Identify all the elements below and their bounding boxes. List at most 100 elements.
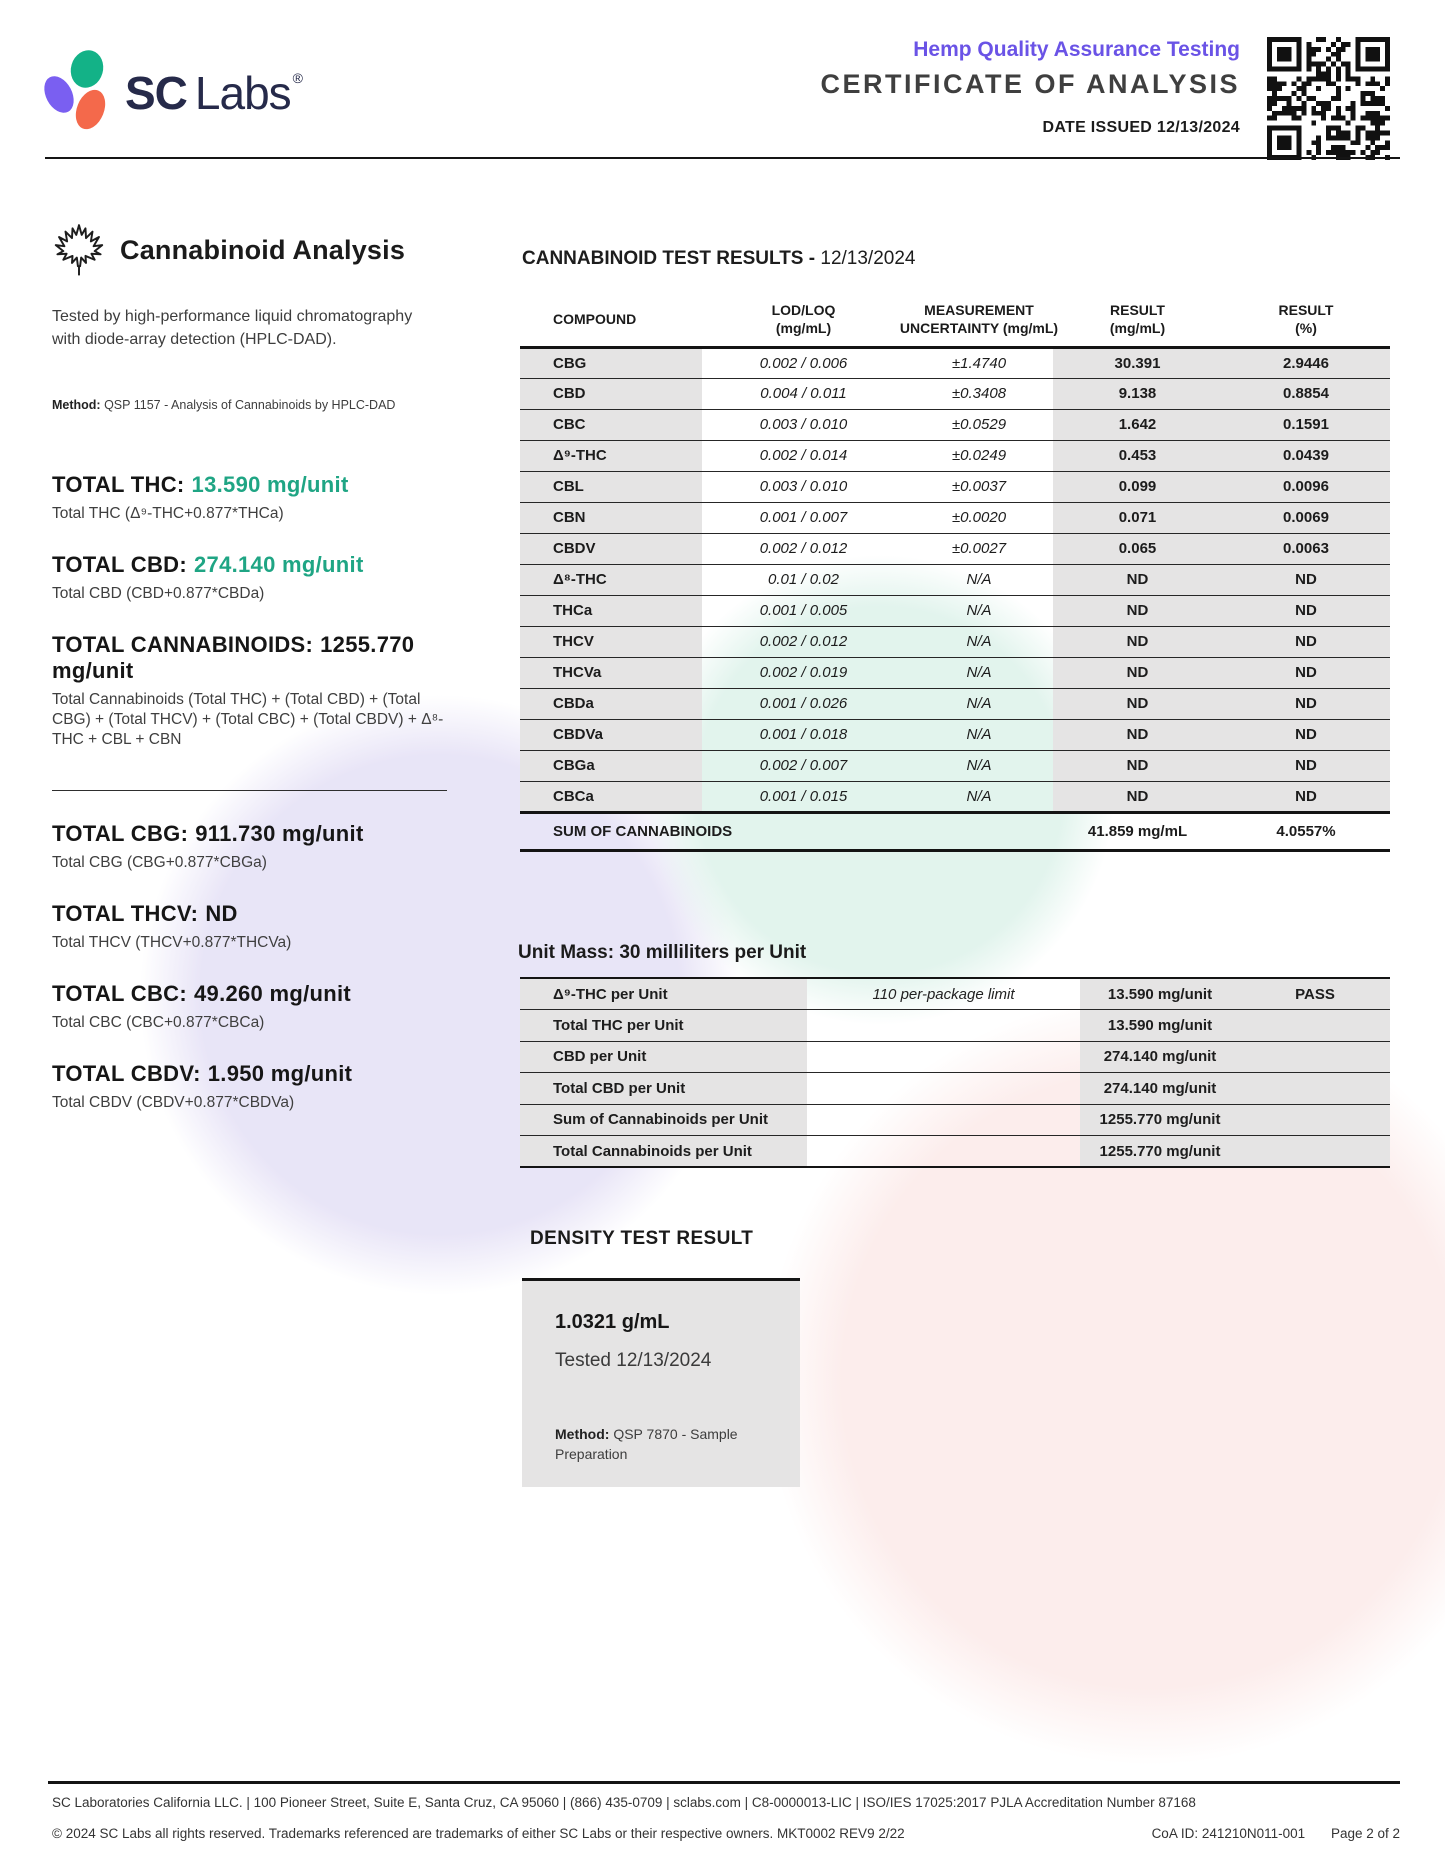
compound-name: THCV [520,625,702,657]
unit-row-status [1240,1040,1390,1073]
total-formula: Total CBDV (CBDV+0.877*CBDVa) [52,1094,295,1111]
results-table-body: CBG 0.002 / 0.006 ±1.4740 30.391 2.9446 CBD 0.… [520,347,1390,812]
results-section-title: CANNABINOID TEST RESULTS - 12/13/2024 [522,248,915,270]
result-mg-value: 0.453 [1053,439,1222,471]
density-card: 1.0321 g/mL Tested 12/13/2024 Method: QS… [522,1278,800,1487]
compound-name: THCVa [520,656,702,688]
footer-lab-info: SC Laboratories California LLC. | 100 Pi… [52,1795,1196,1810]
result-row: CBD 0.004 / 0.011 ±0.3408 9.138 0.8854 [520,377,1390,409]
total-label: TOTAL THCV: [52,901,199,926]
document-title: CERTIFICATE OF ANALYSIS [820,69,1240,99]
total-formula: Total CBD (CBD+0.877*CBDa) [52,585,265,602]
uncertainty-value: N/A [905,563,1053,595]
unit-row-label: Δ⁹-THC per Unit [520,978,807,1010]
uncertainty-value: ±0.0020 [905,501,1053,533]
lod-loq-value: 0.003 / 0.010 [702,408,905,440]
result-mg-value: ND [1053,718,1222,750]
unit-row-status: PASS [1240,978,1390,1010]
total-value: 911.730 mg/unit [195,821,364,846]
result-pct-value: 0.0096 [1222,470,1390,502]
sum-result-mg: 41.859 mg/mL [1053,810,1222,852]
result-pct-value: ND [1222,656,1390,688]
uncertainty-value: N/A [905,656,1053,688]
result-mg-value: ND [1053,563,1222,595]
result-mg-value: 1.642 [1053,408,1222,440]
cannabinoid-results-table: COMPOUND LOD/LOQ (mg/mL) MEASUREMENT UNC… [520,292,1390,852]
unit-row-limit [807,1009,1080,1041]
total-summary: TOTAL CANNABINOIDS: 1255.770 mg/unit Total… [52,632,460,750]
qr-code [1267,37,1390,160]
unit-row-status [1240,1072,1390,1104]
page-number: Page 2 of 2 [1330,1826,1400,1841]
lod-loq-value: 0.002 / 0.006 [759,354,848,372]
compound-name: CBC [520,408,702,440]
logo-blob-green [66,46,108,92]
unit-mass-row: Δ⁹-THC per Unit 110 per-package limit 13.5… [520,978,1390,1010]
result-row: CBG 0.002 / 0.006 ±1.4740 30.391 2.9446 [520,347,1390,378]
col-header-result-pct: RESULT (%) [1222,292,1390,349]
total-summary: TOTAL CBDV: 1.950 mg/unit Total CBDV (CBDV… [52,1061,460,1113]
density-value: 1.0321 g/mL [555,1311,670,1333]
result-row: THCV 0.002 / 0.012 N/A ND ND [520,625,1390,657]
uncertainty-value: N/A [905,749,1053,781]
total-value: 1255.770 mg/unit [52,632,415,683]
logo-text-labs: Labs [194,67,292,119]
lod-loq-value: 0.002 / 0.007 [702,749,905,781]
total-formula: Total THCV (THCV+0.877*THCVa) [52,934,292,951]
logo-text-sc: SC [125,67,188,119]
result-mg-value: ND [1053,625,1222,657]
compound-name: CBDVa [520,718,702,750]
result-pct-value: ND [1222,749,1390,781]
result-pct-value: 0.8854 [1222,377,1390,409]
header-divider [45,157,1400,159]
lod-loq-value: 0.001 / 0.005 [702,594,905,626]
total-value: 1.950 mg/unit [207,1061,353,1086]
unit-mass-heading: Unit Mass: 30 milliliters per Unit [518,942,807,963]
lod-loq-value: 0.002 / 0.014 [702,439,905,471]
program-title: Hemp Quality Assurance Testing [913,38,1240,61]
result-mg-value: 0.065 [1053,532,1222,564]
lod-loq-value: 0.001 / 0.015 [702,780,905,812]
density-heading: DENSITY TEST RESULT [530,1228,754,1249]
col-header-uncertainty: MEASUREMENT UNCERTAINTY (mg/mL) [900,292,1058,349]
lod-loq-value: 0.001 / 0.026 [702,687,905,719]
total-label: TOTAL CBG: [52,821,189,846]
compound-name: CBCa [520,780,702,812]
lod-loq-value: 0.01 / 0.02 [702,563,905,595]
result-pct-value: ND [1222,687,1390,719]
footer-ids: CoA ID: 241210N011-001 Page 2 of 2 [1152,1826,1400,1841]
method-text: QSP 1157 - Analysis of Cannabinoids by H… [100,398,396,412]
method-label: Method: [52,398,101,412]
col-header-lod-loq: LOD/LOQ (mg/mL) [702,292,905,349]
result-pct-value: ND [1222,625,1390,657]
totals-list: TOTAL THC: 13.590 mg/unit Total THC (Δ⁹-TH… [52,472,460,1141]
result-pct-value: 0.1591 [1222,408,1390,440]
unit-row-label: Sum of Cannabinoids per Unit [520,1103,807,1136]
result-row: THCVa 0.002 / 0.019 N/A ND ND [520,656,1390,688]
result-pct-value: 0.0069 [1222,501,1390,533]
result-row: CBDV 0.002 / 0.012 ±0.0027 0.065 0.0063 [520,532,1390,564]
compound-name: CBDV [520,532,702,564]
total-value: ND [205,901,238,926]
result-pct-value: ND [1222,594,1390,626]
col-header-compound: COMPOUND [520,292,702,349]
section-title: Cannabinoid Analysis [120,234,406,265]
total-summary: TOTAL THC: 13.590 mg/unit Total THC (Δ⁹-TH… [52,472,460,524]
header-titles: Hemp Quality Assurance Testing CERTIFICA… [820,38,1240,137]
total-formula: Total THC (Δ⁹-THC+0.877*THCa) [52,505,284,522]
result-pct-value: ND [1222,563,1390,595]
lod-loq-value: 0.002 / 0.012 [702,625,905,657]
total-summary: TOTAL CBD: 274.140 mg/unit Total CBD (CBD+… [52,552,460,604]
cannabis-leaf-icon [54,224,104,276]
uncertainty-value: N/A [905,718,1053,750]
date-issued: DATE ISSUED 12/13/2024 [1042,119,1240,136]
unit-row-status [1240,1103,1390,1136]
result-row: CBN 0.001 / 0.007 ±0.0020 0.071 0.0069 [520,501,1390,533]
total-value: 13.590 mg/unit [191,472,349,497]
unit-row-result: 274.140 mg/unit [1080,1040,1240,1073]
result-pct-value: 0.0439 [1222,439,1390,471]
result-pct-value: ND [1222,718,1390,750]
result-mg-value: ND [1053,594,1222,626]
total-summary: TOTAL CBC: 49.260 mg/unit Total CBC (CBC+0… [52,981,460,1033]
